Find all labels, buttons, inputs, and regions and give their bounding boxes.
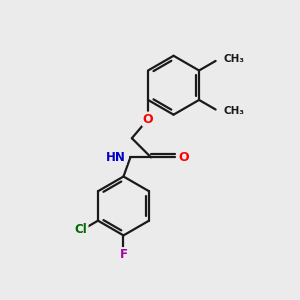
Text: HN: HN (106, 151, 126, 164)
Text: F: F (119, 248, 128, 261)
Text: CH₃: CH₃ (224, 106, 245, 116)
Text: O: O (178, 151, 189, 164)
Text: Cl: Cl (75, 223, 88, 236)
Text: CH₃: CH₃ (224, 55, 245, 64)
Text: O: O (143, 112, 153, 126)
